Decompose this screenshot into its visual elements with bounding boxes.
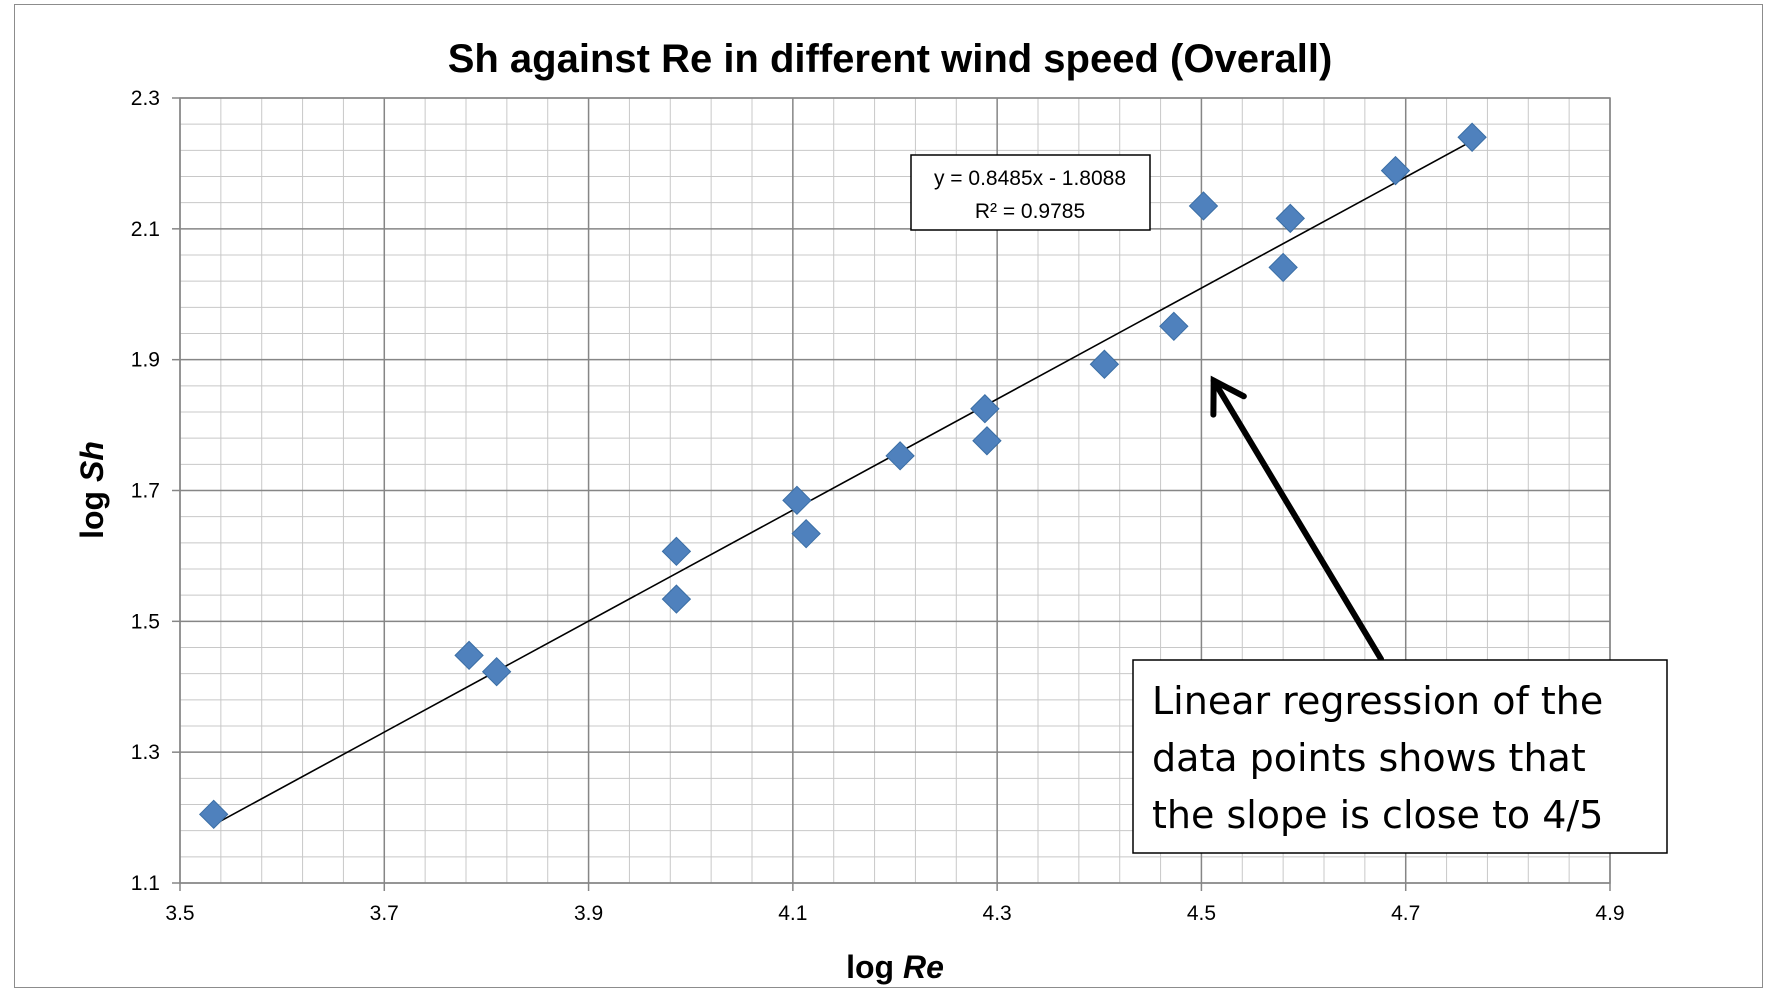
data-point bbox=[1457, 122, 1487, 152]
y-axis-label: log Sh bbox=[74, 441, 110, 539]
data-point bbox=[661, 536, 692, 567]
trendline-equation-box: y = 0.8485x - 1.8088 R² = 0.9785 bbox=[910, 154, 1151, 231]
annotation-arrow-shaft bbox=[1210, 377, 1384, 662]
x-tick-label: 4.3 bbox=[983, 902, 1012, 925]
data-point bbox=[791, 518, 821, 549]
data-point bbox=[782, 485, 812, 516]
data-point bbox=[885, 441, 915, 471]
chart-title: Sh against Re in different wind speed (O… bbox=[448, 37, 1333, 81]
data-point bbox=[1089, 349, 1120, 379]
x-axis-label-prefix: log bbox=[846, 949, 903, 985]
y-axis-label-variable: Sh bbox=[74, 441, 110, 482]
data-point bbox=[1380, 155, 1411, 186]
annotation-line-1: Linear regression of the bbox=[1152, 679, 1603, 723]
trendline-r-squared: R² = 0.9785 bbox=[975, 200, 1085, 223]
y-tick-label: 2.1 bbox=[131, 218, 160, 241]
x-axis-label-variable: Re bbox=[903, 949, 944, 985]
data-point bbox=[661, 584, 692, 614]
data-points bbox=[199, 122, 1487, 830]
data-point bbox=[454, 640, 484, 671]
major-gridlines bbox=[179, 97, 1611, 884]
y-axis-label-prefix: log bbox=[74, 482, 110, 539]
data-point bbox=[1275, 203, 1305, 234]
y-tick-label: 1.3 bbox=[131, 741, 160, 764]
x-tick-label: 3.5 bbox=[165, 902, 194, 925]
x-tick-label: 4.1 bbox=[778, 902, 807, 925]
data-point bbox=[972, 426, 1002, 456]
annotation-box-border bbox=[1132, 659, 1668, 854]
y-tick-label: 1.5 bbox=[131, 610, 160, 633]
x-tick-label: 4.7 bbox=[1391, 902, 1420, 925]
annotation-box: Linear regression of the data points sho… bbox=[1132, 659, 1668, 854]
x-axis-ticks: 3.5 3.7 3.9 4.1 4.3 4.5 4.7 4.9 bbox=[165, 883, 1625, 925]
data-point bbox=[1188, 191, 1219, 221]
annotation-line-2: data points shows that bbox=[1152, 736, 1586, 780]
y-tick-label: 1.7 bbox=[131, 480, 160, 503]
annotation-line-3: the slope is close to 4/5 bbox=[1152, 793, 1603, 837]
data-point bbox=[481, 656, 512, 687]
annotation-arrow-head bbox=[1210, 375, 1247, 418]
data-point bbox=[1159, 311, 1189, 342]
x-tick-label: 3.9 bbox=[574, 902, 603, 925]
x-tick-label: 3.7 bbox=[370, 902, 399, 925]
equation-box-border bbox=[910, 154, 1151, 231]
y-axis-ticks: 1.1 1.3 1.5 1.7 1.9 2.1 2.3 bbox=[131, 87, 180, 895]
trendline bbox=[213, 140, 1473, 826]
y-tick-label: 1.1 bbox=[131, 872, 160, 895]
data-point bbox=[970, 394, 1000, 424]
x-tick-label: 4.9 bbox=[1595, 902, 1624, 925]
y-tick-label: 1.9 bbox=[131, 349, 160, 372]
y-tick-label: 2.3 bbox=[131, 87, 160, 110]
annotation-arrow bbox=[1210, 375, 1384, 662]
x-axis-label: log Re bbox=[846, 949, 944, 985]
data-point bbox=[1268, 252, 1298, 283]
trendline-equation: y = 0.8485x - 1.8088 bbox=[934, 167, 1126, 190]
x-tick-label: 4.5 bbox=[1187, 902, 1216, 925]
data-point bbox=[199, 799, 229, 830]
